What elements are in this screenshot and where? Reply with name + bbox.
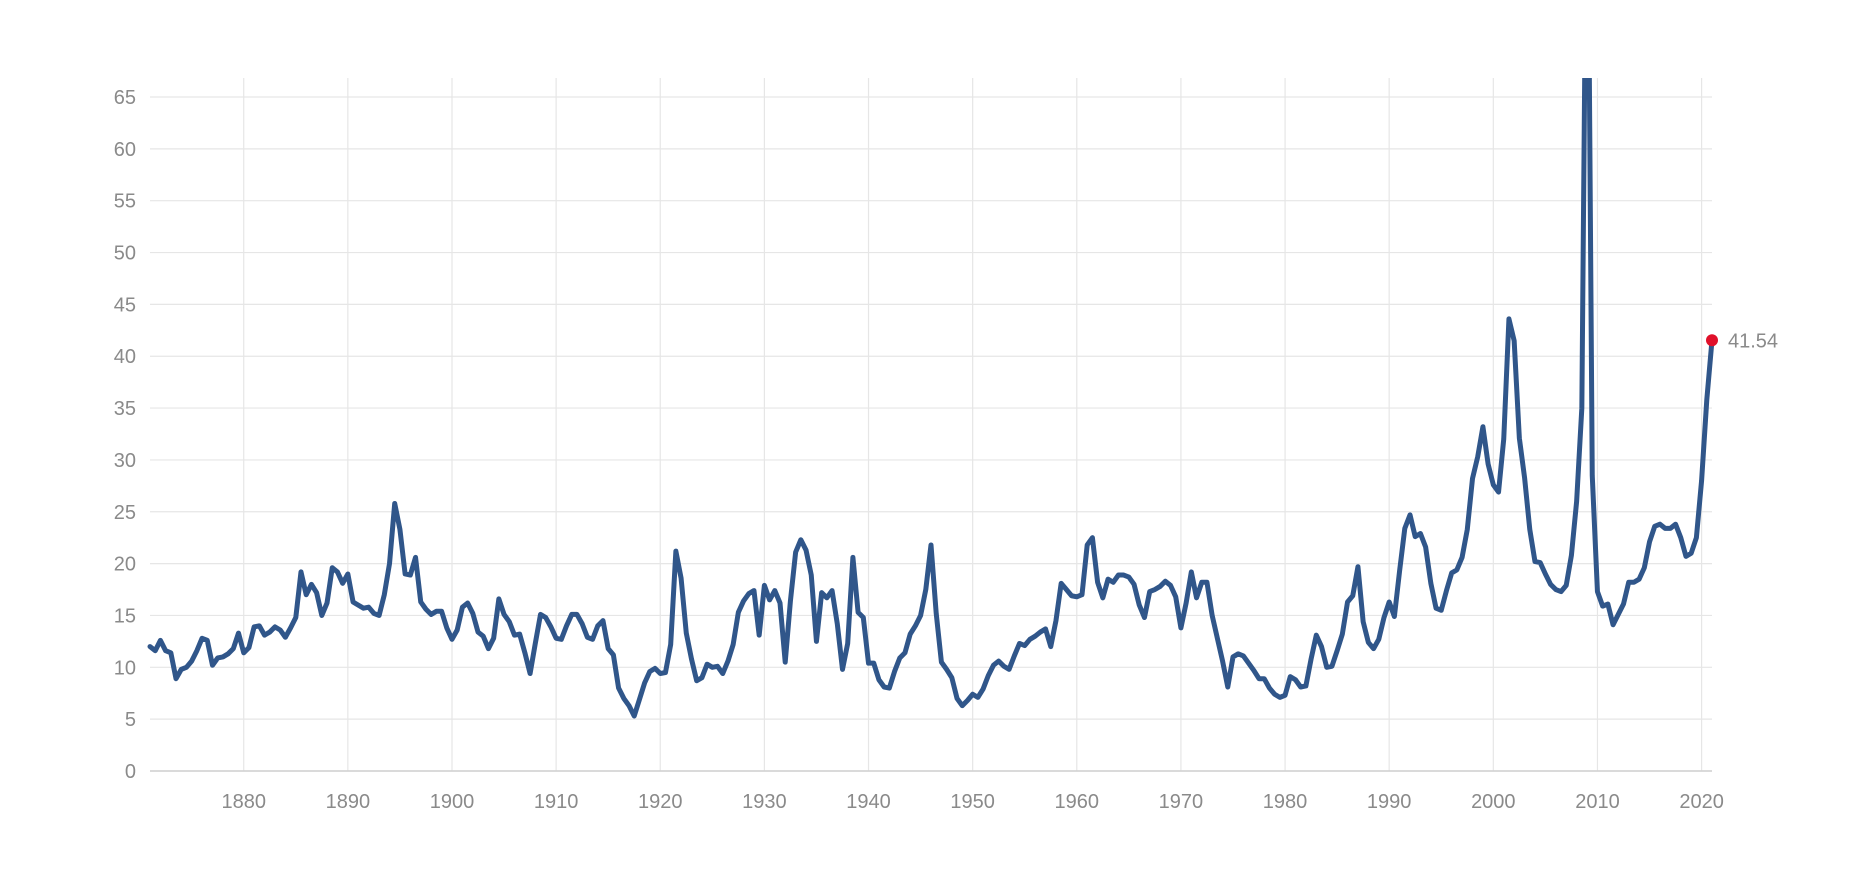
y-tick-label: 30 <box>114 450 136 472</box>
x-tick-label: 2000 <box>1471 791 1516 813</box>
y-tick-label: 15 <box>114 605 136 627</box>
y-gridlines <box>150 96 1712 772</box>
y-tick-label: 35 <box>114 398 136 420</box>
y-tick-label: 65 <box>114 87 136 109</box>
y-tick-label: 20 <box>114 554 136 576</box>
last-value-label: 41.54 <box>1728 330 1778 352</box>
x-axis-tick-labels: 1880 1890 1900 1910 1920 1930 1940 1950 1960 1970… <box>221 791 1723 813</box>
y-tick-label: 0 <box>125 761 136 783</box>
y-tick-label: 45 <box>114 294 136 316</box>
y-tick-label: 50 <box>114 243 136 265</box>
x-tick-label: 1880 <box>221 791 266 813</box>
x-tick-label: 1930 <box>742 791 787 813</box>
x-tick-label: 1980 <box>1263 791 1308 813</box>
y-tick-label: 40 <box>114 346 136 368</box>
x-tick-label: 1890 <box>326 791 371 813</box>
y-tick-label: 10 <box>114 657 136 679</box>
y-tick-label: 60 <box>114 139 136 161</box>
y-axis-tick-labels: 0 5 10 15 20 25 30 35 40 45 50 55 60 65 <box>114 87 136 783</box>
x-tick-label: 1940 <box>846 791 891 813</box>
x-tick-label: 1910 <box>534 791 579 813</box>
x-tick-label: 1920 <box>638 791 683 813</box>
x-tick-label: 1990 <box>1367 791 1412 813</box>
last-value-marker[interactable] <box>1706 334 1718 347</box>
y-tick-label: 55 <box>114 191 136 213</box>
series-line <box>147 78 1715 719</box>
x-gridlines <box>243 78 1703 771</box>
x-tick-label: 1900 <box>430 791 475 813</box>
y-tick-label: 5 <box>125 709 136 731</box>
x-tick-label: 1960 <box>1055 791 1100 813</box>
x-tick-label: 2010 <box>1575 791 1620 813</box>
x-tick-label: 1970 <box>1159 791 1204 813</box>
x-tick-label: 2020 <box>1679 791 1724 813</box>
y-tick-label: 25 <box>114 502 136 524</box>
x-tick-label: 1950 <box>950 791 995 813</box>
